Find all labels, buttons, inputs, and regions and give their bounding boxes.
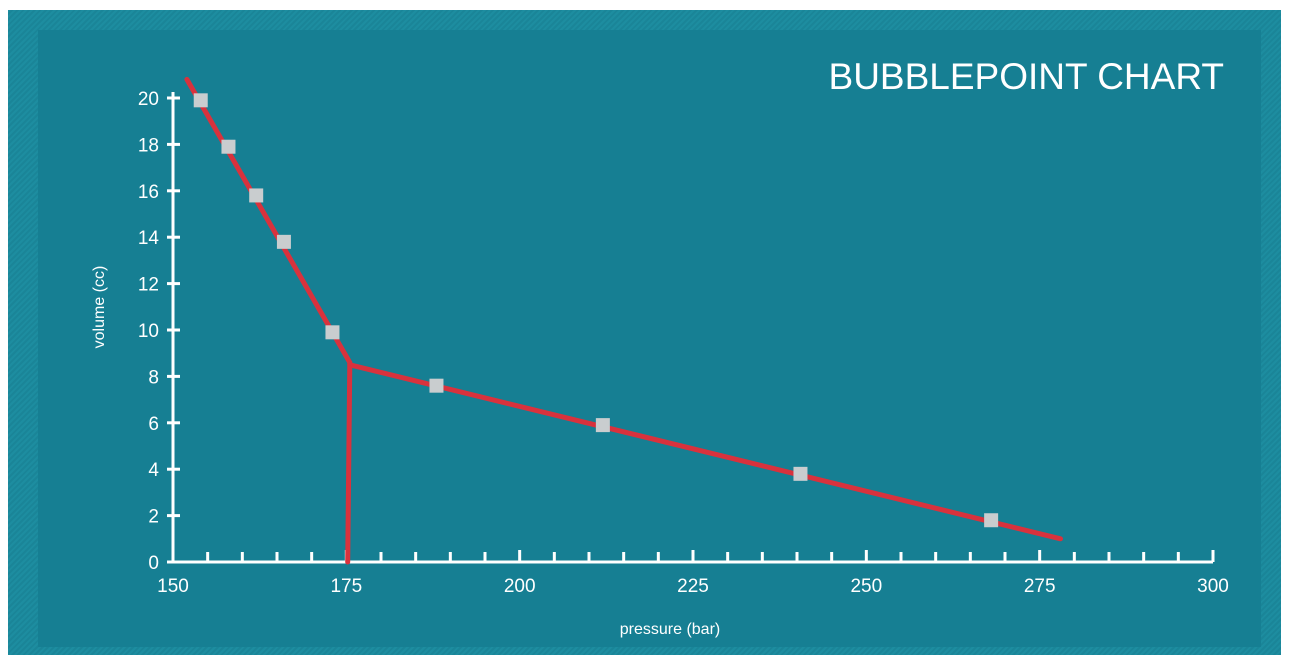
- data-lines: [184, 76, 1063, 565]
- y-tick-label: 14: [138, 228, 160, 249]
- data-point-marker: [249, 188, 264, 203]
- y-tick-label: 16: [138, 182, 159, 203]
- data-line-3: [345, 360, 353, 565]
- data-point-marker: [595, 418, 610, 433]
- data-point-marker: [429, 378, 444, 393]
- x-tick-label: 150: [157, 576, 189, 597]
- x-tick-label: 225: [677, 576, 709, 597]
- x-tick-label: 175: [330, 576, 362, 597]
- chart-title: BUBBLEPOINT CHART: [829, 56, 1224, 97]
- bubblepoint-chart: BUBBLEPOINT CHART 150 175 200 225 250 275 300 0…: [91, 56, 1229, 638]
- data-point-marker: [325, 325, 340, 340]
- data-point-marker: [276, 234, 291, 249]
- y-tick-label: 10: [138, 321, 159, 342]
- y-tick-label: 18: [138, 135, 159, 156]
- data-point-marker: [984, 513, 999, 528]
- axes: 150 175 200 225 250 275 300 0 2 4 6 8 10 12 14 16 18 20: [138, 89, 1229, 597]
- y-tick-label: 12: [138, 275, 159, 296]
- y-tick-label: 2: [148, 507, 159, 528]
- x-tick-label: 200: [504, 576, 536, 597]
- data-markers: [193, 93, 999, 528]
- data-line-1: [184, 76, 353, 365]
- chart-frame: BUBBLEPOINT CHART 150 175 200 225 250 275 300 0…: [8, 10, 1281, 655]
- y-tick-label: 20: [138, 89, 159, 110]
- x-axis-title: pressure (bar): [620, 621, 720, 638]
- x-tick-label: 250: [850, 576, 882, 597]
- data-point-marker: [193, 93, 208, 108]
- y-tick-label: 8: [148, 367, 159, 388]
- y-axis-title: volume (cc): [91, 266, 108, 349]
- data-line-2: [347, 362, 1063, 542]
- data-point-marker: [793, 466, 808, 481]
- y-tick-label: 4: [148, 460, 159, 481]
- y-tick-label: 6: [148, 414, 159, 435]
- x-tick-label: 300: [1197, 576, 1229, 597]
- data-point-marker: [221, 139, 236, 154]
- chart-panel: BUBBLEPOINT CHART 150 175 200 225 250 275 300 0…: [38, 30, 1261, 647]
- x-tick-label: 275: [1024, 576, 1056, 597]
- y-tick-label: 0: [148, 553, 159, 574]
